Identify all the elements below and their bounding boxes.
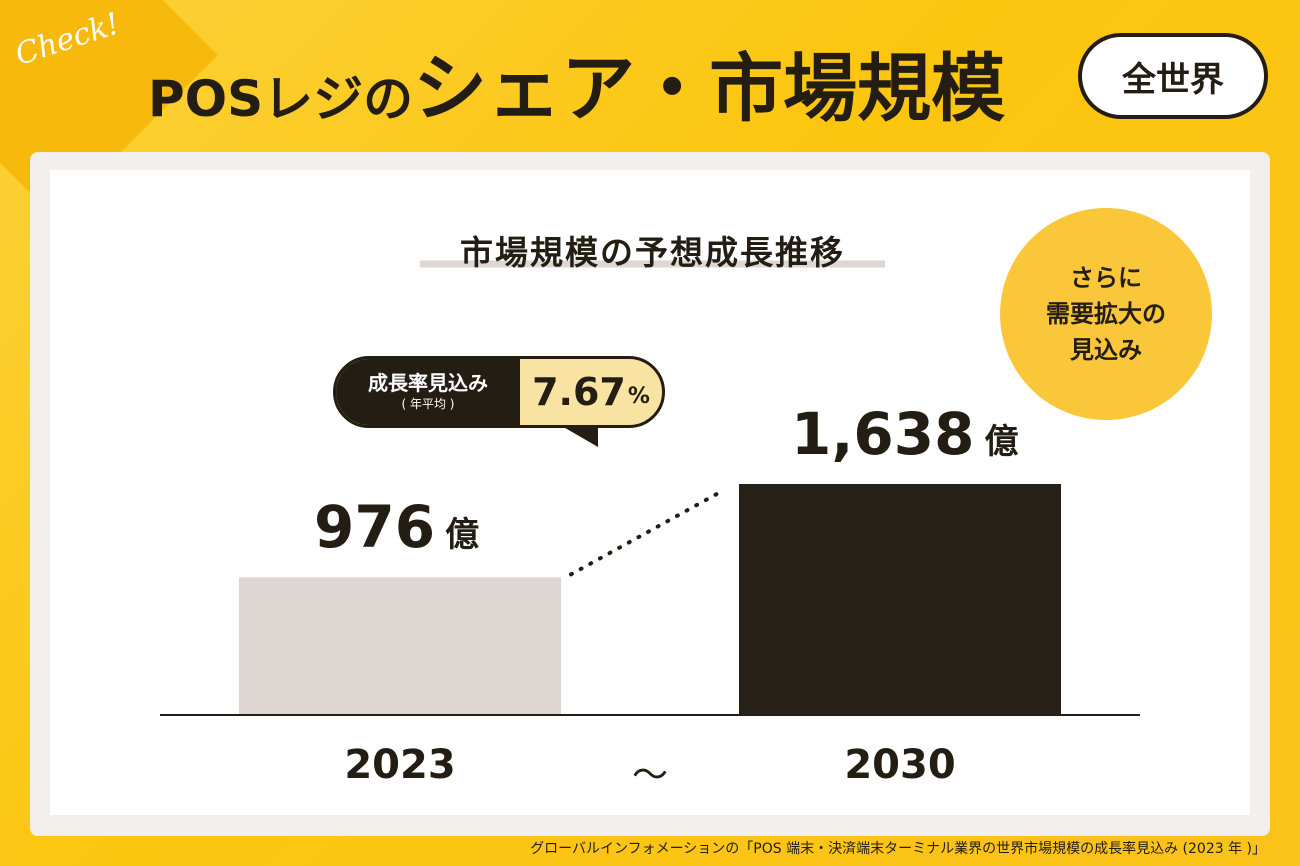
- growth-dotted-line: [569, 488, 726, 577]
- growth-label-block: 成長率見込み ( 年平均 ): [336, 359, 520, 425]
- unit-2030: 億: [984, 422, 1019, 462]
- title-part2: シェア・市場規模: [413, 46, 1006, 132]
- growth-unit: %: [627, 383, 650, 409]
- note-line-2: 需要拡大の: [1046, 300, 1166, 328]
- growth-value: 7.67: [532, 370, 626, 414]
- range-separator: 〜: [631, 755, 668, 796]
- growth-rate-callout: 成長率見込み ( 年平均 ) 7.67 %: [333, 356, 665, 428]
- value-label-2030: 1,638 億: [791, 404, 1018, 464]
- bar-2023: [239, 577, 561, 715]
- category-2023: 2023: [344, 742, 456, 788]
- growth-value-block: 7.67 %: [520, 359, 662, 425]
- note-line-1: さらに: [1070, 264, 1142, 292]
- chart-title: 市場規模の予想成長推移: [420, 224, 885, 276]
- region-badge: 全世界: [1078, 33, 1268, 119]
- bar-2030: [739, 484, 1061, 715]
- growth-label: 成長率見込み: [368, 371, 488, 395]
- value-label-2023: 976 億: [314, 497, 479, 557]
- growth-sublabel: ( 年平均 ): [401, 397, 455, 411]
- page-title: POSレジの シェア・市場規模: [148, 42, 1005, 132]
- title-part1: POSレジの: [148, 70, 414, 128]
- category-2030: 2030: [844, 742, 956, 788]
- demand-note: さらに 需要拡大の 見込み: [1000, 208, 1212, 420]
- value-2023: 976: [314, 493, 436, 562]
- note-line-3: 見込み: [1070, 336, 1142, 364]
- callout-pointer: [560, 425, 598, 447]
- source-note: グローバルインフォメーションの「POS 端末・決済端末ターミナル業界の世界市場規…: [530, 841, 1266, 857]
- unit-2023: 億: [445, 515, 480, 556]
- value-2030: 1,638: [791, 400, 975, 468]
